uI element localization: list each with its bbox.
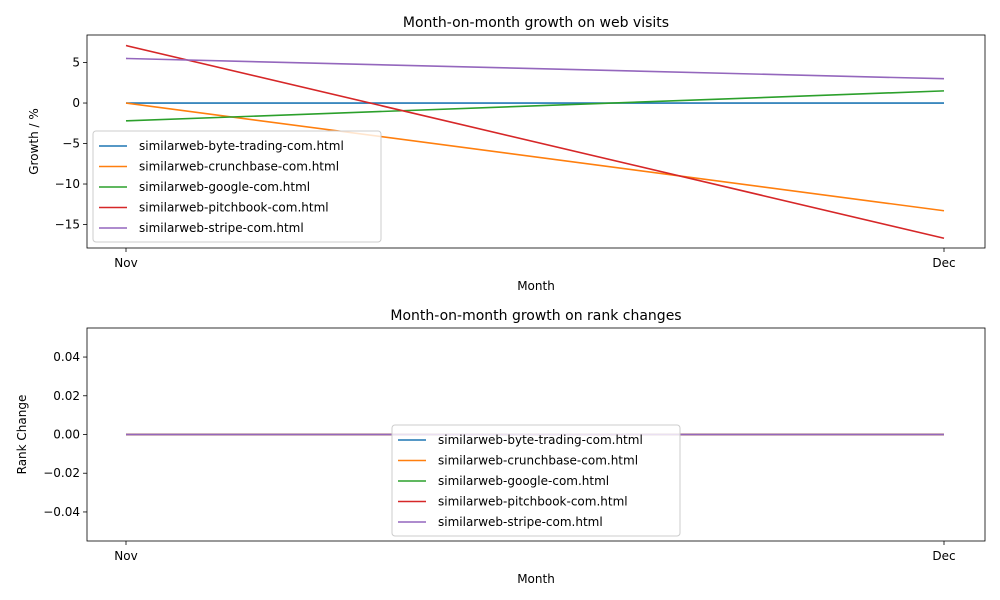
series-line-0-4 [125,57,945,80]
y-axis-label-1: Rank Change [15,395,29,475]
y-tick-label-1-3: −0.02 [43,466,80,480]
legend-box-1 [391,424,681,537]
legend-label-0-2: similarweb-google-com.html [139,180,310,194]
x-axis-label-0: Month [517,279,555,293]
legend-label-0-1: similarweb-crunchbase-com.html [139,160,339,174]
y-tick-label-1-2: 0.00 [53,428,80,442]
legend-label-1-4: similarweb-stripe-com.html [438,515,603,529]
legend-label-1-2: similarweb-google-com.html [438,474,609,488]
y-tick-label-0-3: −10 [55,177,80,191]
y-tick-label-1-1: 0.02 [53,389,80,403]
series-line-0-3 [125,44,945,240]
plot-frame-0 [86,34,986,249]
legend-label-1-3: similarweb-pitchbook-com.html [438,495,628,509]
chart-title-0: Month-on-month growth on web visits [403,15,669,31]
legend-label-0-4: similarweb-stripe-com.html [139,221,304,235]
y-tick-label-0-1: 0 [72,96,80,110]
legend-box-0 [92,130,382,243]
series-line-0-2 [125,90,945,122]
y-tick-label-0-2: −5 [62,137,80,151]
y-tick-label-0-4: −15 [55,218,80,232]
legend-label-1-0: similarweb-byte-trading-com.html [438,433,643,447]
series-line-0-1 [125,102,945,212]
y-tick-label-1-0: 0.04 [53,350,80,364]
x-tick-label-0-1: Dec [932,256,955,270]
x-tick-label-1-0: Nov [114,549,137,563]
y-tick-label-1-4: −0.04 [43,505,80,519]
legend-label-0-3: similarweb-pitchbook-com.html [139,201,329,215]
y-tick-label-0-0: 5 [72,56,80,70]
legend-label-1-1: similarweb-crunchbase-com.html [438,454,638,468]
chart-title-1: Month-on-month growth on rank changes [390,308,681,324]
legend-label-0-0: similarweb-byte-trading-com.html [139,139,344,153]
x-tick-label-1-1: Dec [932,549,955,563]
y-axis-label-0: Growth / % [27,108,41,175]
x-axis-label-1: Month [517,572,555,586]
x-tick-label-0-0: Nov [114,256,137,270]
